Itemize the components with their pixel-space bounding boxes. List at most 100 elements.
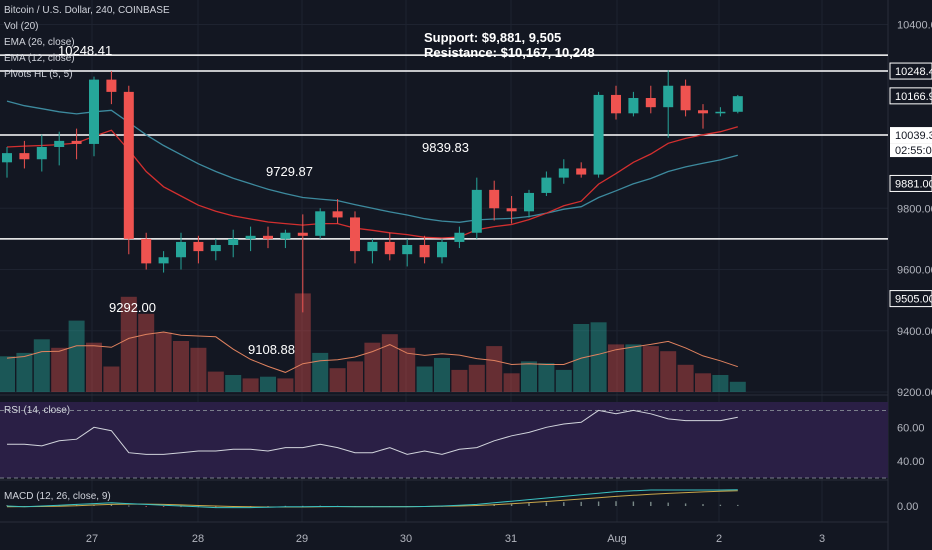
volume-bar <box>590 322 607 392</box>
candle[interactable] <box>732 94 743 114</box>
candle[interactable] <box>71 128 82 160</box>
legend-macd[interactable]: MACD (12, 26, close, 9) <box>4 491 111 502</box>
candle[interactable] <box>280 229 291 249</box>
volume-bar <box>207 371 224 392</box>
candle[interactable] <box>611 85 621 120</box>
candle[interactable] <box>123 85 134 255</box>
macd-panel <box>6 489 739 509</box>
candle[interactable] <box>176 232 186 270</box>
candle[interactable] <box>524 189 534 218</box>
candle[interactable] <box>228 229 239 258</box>
candle[interactable] <box>106 71 117 105</box>
candle[interactable] <box>245 226 256 252</box>
candle[interactable] <box>680 79 691 117</box>
macd-histogram-bar <box>650 501 652 506</box>
time-axis[interactable]: 27 28 29 30 31 Aug 2 3 <box>86 533 825 545</box>
ema-lines <box>6 100 738 239</box>
macd-histogram-bar <box>528 502 530 506</box>
candle[interactable] <box>350 211 360 264</box>
rsi-tick-label: 60.00 <box>897 422 925 434</box>
candle[interactable] <box>402 238 413 267</box>
candle[interactable] <box>19 140 30 169</box>
candle[interactable] <box>541 171 552 197</box>
candle[interactable] <box>193 235 204 264</box>
candle[interactable] <box>2 147 12 178</box>
macd-histogram-bar <box>737 504 739 506</box>
candle[interactable] <box>593 91 604 178</box>
pivot-high-label: 9729.87 <box>266 164 313 179</box>
time-tick-label: 27 <box>86 533 98 545</box>
candle[interactable] <box>384 232 395 261</box>
candle[interactable] <box>263 226 273 249</box>
candle[interactable] <box>419 235 430 264</box>
candle-body <box>141 238 152 264</box>
macd-histogram-bar <box>145 506 147 507</box>
price-label-box <box>889 174 932 192</box>
candle[interactable] <box>558 159 569 184</box>
legend-symbol[interactable]: Bitcoin / U.S. Dollar, 240, COINBASE <box>4 5 170 16</box>
candle-body <box>645 98 656 108</box>
volume-bar <box>347 361 363 392</box>
macd-histogram-bar <box>667 502 669 506</box>
candle[interactable] <box>89 76 99 157</box>
legend-pivots[interactable]: Pivots HL (5, 5) <box>4 69 73 80</box>
ema12-line <box>6 126 738 239</box>
candle-body <box>193 241 204 252</box>
volume-bar <box>16 352 33 392</box>
volume-bar <box>677 364 694 392</box>
volume-bar <box>503 373 520 392</box>
legend-ema26[interactable]: EMA (26, close) <box>4 37 75 48</box>
candle[interactable] <box>715 107 726 117</box>
time-tick-label: 2 <box>716 533 722 545</box>
candle-body <box>2 153 12 163</box>
legend-rsi[interactable]: RSI (14, close) <box>4 405 71 416</box>
candle[interactable] <box>628 91 639 117</box>
legend-ema12[interactable]: EMA (12, close) <box>4 53 75 64</box>
price-axis[interactable]: 10400.00 9800.00 9600.00 9400.00 9200.00 1024… <box>889 20 932 514</box>
candle-body <box>106 79 117 92</box>
macd-histogram-bar <box>580 501 582 506</box>
candle-body <box>297 232 308 236</box>
candle[interactable] <box>315 208 326 239</box>
candle[interactable] <box>54 131 65 166</box>
candle[interactable] <box>437 238 447 264</box>
macd-histogram-bar <box>684 503 687 506</box>
candle[interactable] <box>645 85 656 114</box>
volume-bar <box>33 339 50 392</box>
volume-bar <box>712 375 729 392</box>
candle-body <box>715 111 726 114</box>
candle[interactable] <box>332 199 343 224</box>
candle[interactable] <box>506 196 517 224</box>
volume-bar <box>521 361 537 392</box>
candle-body <box>524 192 534 212</box>
candle[interactable] <box>489 180 500 221</box>
candle[interactable] <box>36 134 47 172</box>
candle[interactable] <box>367 238 378 264</box>
candle[interactable] <box>297 214 308 313</box>
candle[interactable] <box>454 226 465 249</box>
volume-bar <box>642 346 659 392</box>
candlesticks[interactable] <box>2 70 743 313</box>
candle-body <box>471 189 482 233</box>
time-tick-label: 31 <box>505 533 517 545</box>
volume-bar <box>138 313 155 392</box>
macd-histogram-bar <box>128 505 130 507</box>
volume-bar <box>329 368 346 392</box>
volume-bar <box>120 296 137 392</box>
candle-body <box>663 85 674 108</box>
candle[interactable] <box>141 232 152 270</box>
legend-volume[interactable]: Vol (20) <box>4 21 39 32</box>
macd-tick-label: 0.00 <box>897 501 918 513</box>
candle[interactable] <box>698 104 708 129</box>
candle-body <box>402 245 413 255</box>
volume-bars <box>0 293 746 392</box>
candle[interactable] <box>663 70 674 138</box>
candle[interactable] <box>576 162 587 178</box>
candle[interactable] <box>471 177 482 239</box>
candle[interactable] <box>158 251 169 273</box>
time-tick-label: Aug <box>607 533 627 545</box>
candle[interactable] <box>210 238 221 261</box>
pivot-low-label: 9292.00 <box>109 300 156 315</box>
macd-histogram-bar <box>215 506 217 508</box>
